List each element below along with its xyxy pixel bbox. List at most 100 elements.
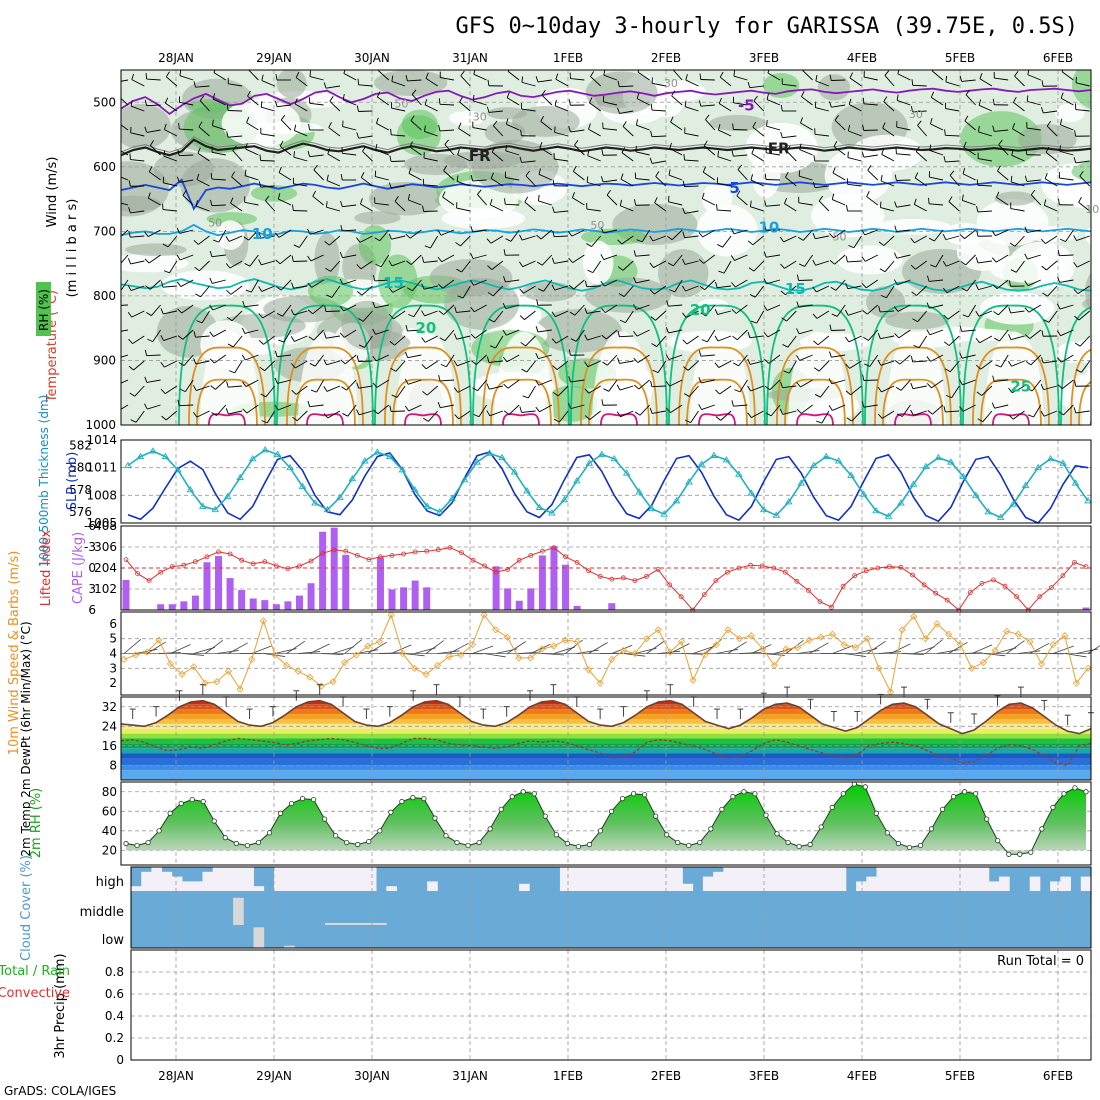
wind-barb [1047,285,1058,297]
wind-barb-flag [730,228,735,235]
wind-barb [376,123,390,131]
rh-point [288,800,295,807]
wind-barb-flag [780,131,783,138]
wind-barb [295,77,308,87]
wind-barb [685,79,699,87]
wind-barb-flag [406,260,412,265]
cloud-gap [294,867,306,891]
li-point [308,558,314,564]
wind-barb [966,279,976,292]
wind-barb-flag [144,231,149,237]
wind-barb-flag [375,144,378,151]
run-total: Run Total = 0 [997,954,1084,969]
wind-barb-flag [992,375,995,382]
wind-barb [947,310,960,320]
wind-barb-flag [192,385,197,391]
wind-barb-flag [927,275,930,282]
wind-barb [121,254,129,264]
wind-barb-flag [992,284,998,289]
wind-barb [804,254,813,267]
wind-barb [282,304,292,317]
wind-barb [914,204,927,212]
thickness-point [573,477,581,484]
wind-barb-flag [634,411,641,416]
li-point [759,563,765,569]
wind-barb-flag [927,410,933,415]
li-point [412,549,418,555]
cloud-gap [682,883,694,891]
wind-barb [244,175,259,181]
thickness-point [286,463,294,471]
wind-barb [684,132,699,137]
rh-label: 50 [590,219,604,232]
wind-barb [700,354,715,357]
wind-barb-flag [733,362,739,367]
wind-barb-flag [992,98,995,105]
cloud-gap [161,871,173,891]
wind-point [666,648,674,656]
wind-barb-flag [144,99,148,106]
wind-barb-flag [245,143,248,150]
surface-barb [832,645,854,654]
wind-barb [1011,360,1025,367]
cloud-gap [222,867,234,891]
wind-barb-flag [163,270,170,274]
wind-barb-flag [751,147,755,154]
wind-barb-flag [603,388,609,392]
wind-barb [441,254,455,263]
precip-tick: 0.6 [105,987,124,1001]
wind-barb-flag [372,301,376,308]
wind-barb-flag [930,264,936,268]
wind-barb [814,185,829,189]
wind-barb [1060,97,1074,106]
wind-barb [733,75,748,81]
wind-barb-flag [356,382,360,389]
rh-blob [585,277,672,313]
rh-point [1006,851,1012,857]
wind-barb [1062,379,1074,389]
wind-barb [816,310,830,319]
wind-barb-flag [506,92,510,98]
wind-barb-flag [424,98,428,105]
wind-barb [316,379,324,393]
wind-barb [478,404,487,417]
wind-barb-flag [197,147,201,154]
wind-barb [473,73,487,81]
thickness-point [186,485,195,493]
wind-barb-flag [356,355,359,362]
cape-bar [515,600,523,610]
wind-barb-flag [1057,384,1063,389]
wind-barb-flag [671,90,676,97]
wind-barb-flag [293,124,297,131]
wind-barb-flag [555,73,559,80]
wind-barb-flag [357,78,360,85]
pressure-tick: 700 [93,224,116,238]
wind-barb-flag [226,289,232,295]
wind-barb-flag [995,364,1002,368]
wind-barb-flag [649,235,654,242]
wind-barb [962,379,976,386]
wind-barb [408,199,422,206]
wind-barb-flag [327,148,331,155]
thickness-point [386,452,394,460]
wind-barb [832,404,846,411]
surface-barb [1029,642,1050,654]
wind-barb [929,279,944,282]
wind-point [166,660,175,668]
wind-barb-flag [784,197,788,204]
thickness-point [136,452,145,460]
wind-barb [573,171,585,181]
wind-barb [314,354,324,367]
wind-barb [130,159,145,162]
wind-barb [982,410,993,423]
wind-barb [521,410,536,413]
wind-barb-flag [1073,407,1077,414]
surface-barb [936,649,959,654]
wind-barb-flag [700,312,707,317]
wind-barb [706,329,716,343]
wind-barb-flag [356,237,361,243]
wind-barb-flag [717,150,720,157]
wind-point [585,666,593,674]
wind-barb-flag [959,325,963,332]
wind-barb [244,329,259,334]
